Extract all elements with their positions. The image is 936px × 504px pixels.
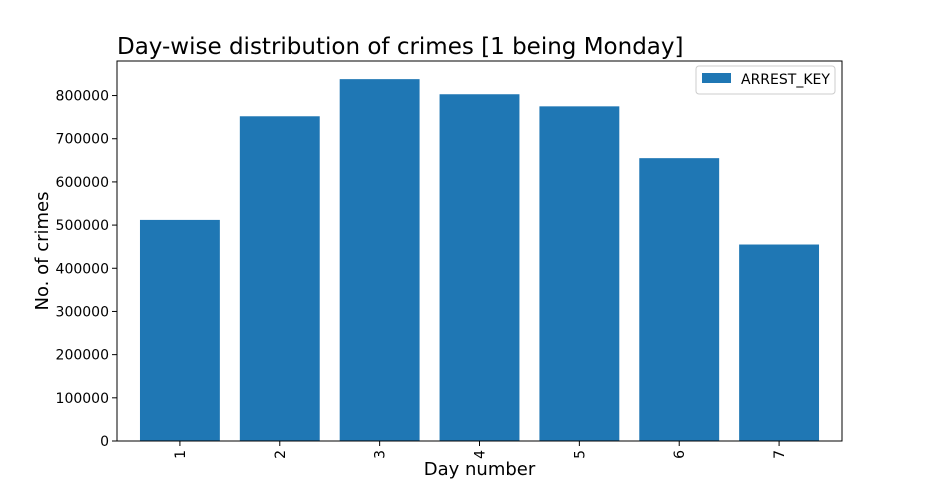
y-tick-label: 200000 bbox=[56, 348, 109, 364]
x-tick-label: 7 bbox=[772, 450, 788, 459]
y-tick-label: 300000 bbox=[56, 304, 109, 320]
legend-label: ARREST_KEY bbox=[741, 72, 830, 88]
y-tick-label: 0 bbox=[100, 434, 109, 450]
y-tick-label: 700000 bbox=[56, 132, 109, 148]
bar-day-6 bbox=[639, 158, 720, 441]
y-tick-label: 600000 bbox=[56, 175, 109, 191]
chart-title: Day-wise distribution of crimes [1 being… bbox=[117, 34, 683, 60]
bar-day-3 bbox=[339, 79, 420, 441]
legend: ARREST_KEY bbox=[695, 65, 836, 95]
bar-day-7 bbox=[739, 244, 820, 441]
x-axis-label: Day number bbox=[424, 459, 536, 480]
bar-day-5 bbox=[539, 106, 620, 441]
x-tick-label: 4 bbox=[473, 450, 489, 459]
x-tick-label: 1 bbox=[173, 450, 189, 459]
x-tick-label: 2 bbox=[273, 450, 289, 459]
bar-day-4 bbox=[439, 94, 520, 441]
bars-group bbox=[139, 79, 820, 442]
x-axis-ticks: 1 2 3 4 5 6 7 bbox=[173, 441, 788, 459]
y-tick-label: 100000 bbox=[56, 391, 109, 407]
plot-frame bbox=[116, 60, 843, 442]
y-tick-label: 800000 bbox=[56, 89, 109, 105]
y-tick-label: 500000 bbox=[56, 218, 109, 234]
x-tick-label: 6 bbox=[672, 450, 688, 459]
x-tick-label: 3 bbox=[373, 450, 389, 459]
y-tick-label: 400000 bbox=[56, 261, 109, 277]
y-axis-label: No. of crimes bbox=[32, 192, 53, 311]
x-tick-label: 5 bbox=[572, 450, 588, 459]
y-axis-ticks: 0 100000 200000 300000 400000 500000 600000 700… bbox=[56, 89, 117, 450]
bar-day-2 bbox=[239, 116, 320, 442]
legend-swatch bbox=[702, 73, 731, 83]
bar-day-1 bbox=[139, 219, 220, 441]
